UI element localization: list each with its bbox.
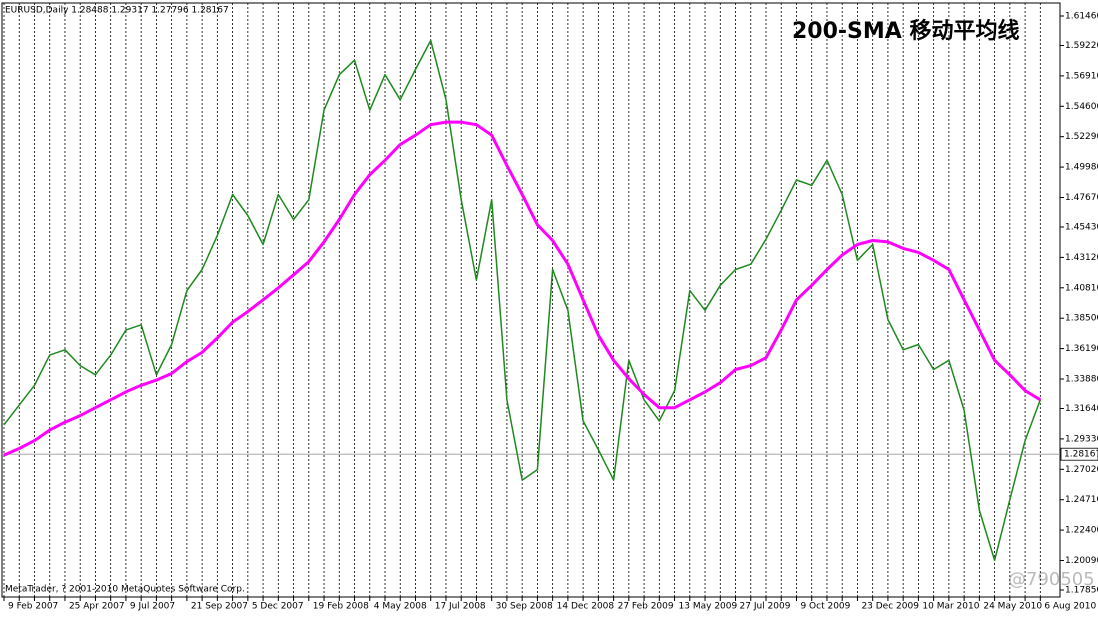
chart-title: 200-SMA 移动平均线 (792, 18, 1019, 44)
y-tick-label: 1.27020 (1065, 465, 1098, 475)
x-tick-label: 10 Mar 2010 (922, 602, 979, 612)
y-tick-label: 1.29330 (1065, 434, 1098, 444)
copyright: MetaTrader, ? 2001-2010 MetaQuotes Softw… (5, 585, 245, 595)
y-tick-label: 1.54600 (1065, 102, 1098, 112)
y-tick-label: 1.61460 (1065, 12, 1098, 22)
x-tick-label: 14 Dec 2008 (557, 602, 615, 612)
y-tick-label: 1.47670 (1065, 193, 1098, 203)
x-tick-label: 6 Aug 2010 (1044, 602, 1096, 612)
x-tick-label: 19 Feb 2008 (313, 602, 369, 612)
x-tick-label: 24 May 2010 (983, 602, 1042, 612)
x-tick-label: 13 May 2009 (679, 602, 738, 612)
x-tick-label: 25 Apr 2007 (69, 602, 125, 612)
x-tick-label: 5 Dec 2007 (252, 602, 304, 612)
series-line (3, 120, 1042, 457)
x-tick-label: 21 Sep 2007 (191, 602, 248, 612)
y-tick-label: 1.40810 (1065, 283, 1098, 293)
current-price-label: 1.28167 (1064, 450, 1098, 460)
y-tick-label: 1.56910 (1065, 71, 1098, 81)
x-tick-label: 9 Jul 2007 (130, 602, 175, 612)
y-tick-label: 1.49980 (1065, 163, 1098, 173)
y-tick-label: 1.43120 (1065, 253, 1098, 263)
x-tick-label: 9 Feb 2007 (8, 602, 58, 612)
y-tick-label: 1.33880 (1065, 375, 1098, 385)
y-tick-label: 1.31640 (1065, 404, 1098, 414)
y-tick-label: 1.52290 (1065, 132, 1098, 142)
y-tick-label: 1.45430 (1065, 222, 1098, 232)
y-tick-label: 1.22400 (1065, 526, 1098, 536)
x-tick-label: 9 Oct 2009 (800, 602, 850, 612)
y-tick-label: 1.36190 (1065, 344, 1098, 354)
x-tick-label: 27 Jul 2009 (740, 602, 791, 612)
x-tick-label: 17 Jul 2008 (435, 602, 486, 612)
y-tick-label: 1.20090 (1065, 556, 1098, 566)
y-tick-label: 1.24710 (1065, 495, 1098, 505)
x-tick-label: 23 Dec 2009 (861, 602, 919, 612)
watermark: @790505 (1008, 569, 1095, 590)
x-tick-label: 4 May 2008 (374, 602, 427, 612)
plot-frame (1, 2, 1061, 598)
y-tick-label: 1.38500 (1065, 314, 1098, 324)
x-tick-label: 27 Feb 2009 (618, 602, 674, 612)
x-tick-label: 30 Sep 2008 (496, 602, 553, 612)
current-price-box (1060, 447, 1098, 461)
y-tick-label: 1.59220 (1065, 41, 1098, 51)
header: EURUSD,Daily 1.28488 1.29317 1.27796 1.2… (5, 6, 229, 16)
series-line (3, 39, 1042, 562)
y-tick-label: 1.17850 (1065, 586, 1098, 596)
